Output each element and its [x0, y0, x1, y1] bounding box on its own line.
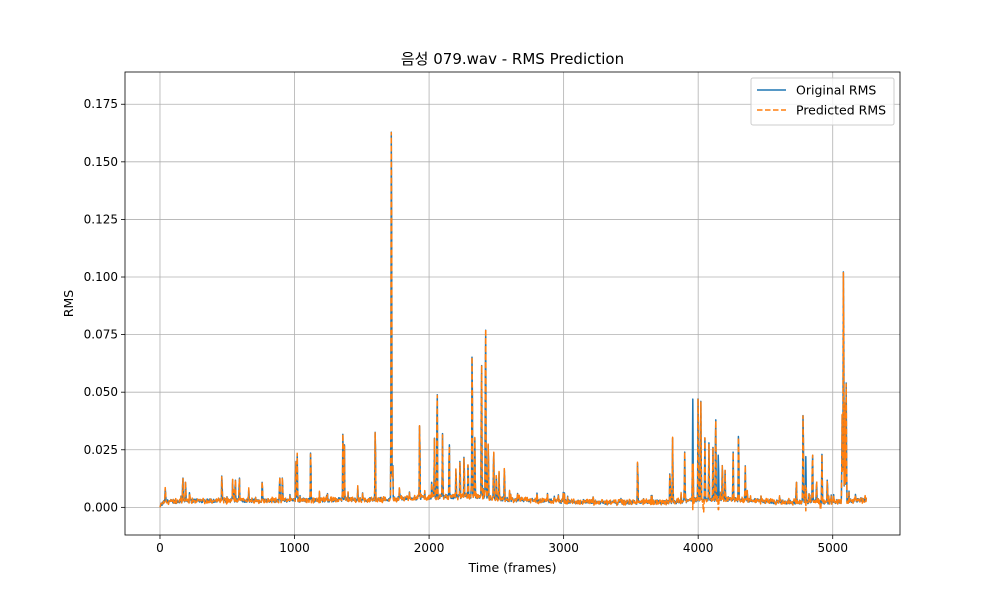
- chart-title: 음성 079.wav - RMS Prediction: [401, 50, 624, 68]
- legend-label-original: Original RMS: [796, 83, 876, 98]
- y-tick-label: 0.025: [84, 443, 118, 457]
- x-tick-label: 0: [156, 541, 164, 555]
- x-tick-label: 4000: [683, 541, 714, 555]
- x-tick-label: 3000: [548, 541, 579, 555]
- plot-frame: [124, 71, 901, 536]
- grid-layer: [125, 72, 900, 535]
- y-axis: 0.000 0.025 0.050 0.075 0.100 0.125 0.150 0.175: [84, 97, 125, 514]
- y-tick-label: 0.175: [84, 97, 118, 111]
- x-tick-label: 2000: [414, 541, 445, 555]
- y-axis-label: RMS: [61, 290, 76, 317]
- y-tick-label: 0.000: [84, 500, 118, 514]
- series-line-predicted-rms: [159, 131, 868, 513]
- legend-box: [750, 77, 895, 126]
- data-layer: [159, 131, 868, 513]
- y-tick-label: 0.050: [84, 385, 118, 399]
- y-tick-label: 0.075: [84, 328, 118, 342]
- legend-label-predicted: Predicted RMS: [796, 103, 886, 118]
- x-axis-label: Time (frames): [468, 560, 557, 575]
- x-tick-label: 1000: [279, 541, 310, 555]
- x-axis: 0 1000 2000 3000 4000 5000: [156, 535, 848, 555]
- legend: Original RMS Predicted RMS: [750, 77, 895, 126]
- y-tick-label: 0.125: [84, 212, 118, 226]
- y-tick-label: 0.100: [84, 270, 118, 284]
- y-tick-label: 0.150: [84, 155, 118, 169]
- x-tick-label: 5000: [817, 541, 848, 555]
